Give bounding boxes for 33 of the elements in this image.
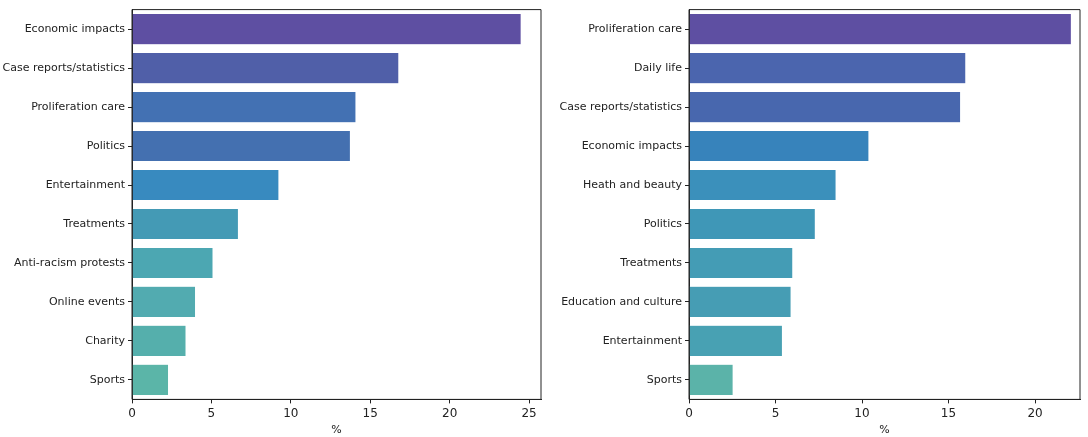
x-axis-title: % [331,423,342,437]
y-tick-label: Sports [646,372,683,386]
y-tick-label: Sports [89,372,126,386]
x-tick-label: 10 [283,405,299,420]
x-tick-label: 20 [1027,405,1043,420]
y-tick-label: Education and culture [561,294,683,308]
x-tick-label: 15 [362,405,378,420]
y-tick-label: Anti-racism protests [14,255,126,269]
y-tick-label: Proliferation care [588,21,683,35]
x-tick-label: 5 [771,405,780,420]
x-tick-label: 0 [685,405,693,420]
y-tick-label: Treatments [62,216,126,230]
x-tick-label: 20 [442,405,458,420]
y-tick-label: Case reports/statistics [559,99,683,113]
y-tick-label: Economic impacts [581,138,683,152]
y-tick-label: Entertainment [45,177,126,191]
x-tick-label: 0 [128,405,136,420]
x-axis-title: % [879,423,890,437]
y-tick-label: Charity [85,333,126,347]
y-tick-label: Proliferation care [31,99,126,113]
y-tick-label: Politics [86,138,126,152]
y-tick-label: Online events [48,294,126,308]
y-tick-label: Daily life [633,60,683,74]
y-tick-label: Politics [643,216,683,230]
y-tick-label: Case reports/statistics [2,60,126,74]
x-tick-label: 5 [207,405,216,420]
y-tick-label: Entertainment [602,333,683,347]
y-tick-label: Treatments [619,255,683,269]
x-tick-label: 25 [521,405,537,420]
x-tick-label: 10 [854,405,870,420]
x-tick-label: 15 [940,405,957,420]
y-tick-label: Heath and beauty [582,177,683,191]
y-tick-label: Economic impacts [24,21,126,35]
